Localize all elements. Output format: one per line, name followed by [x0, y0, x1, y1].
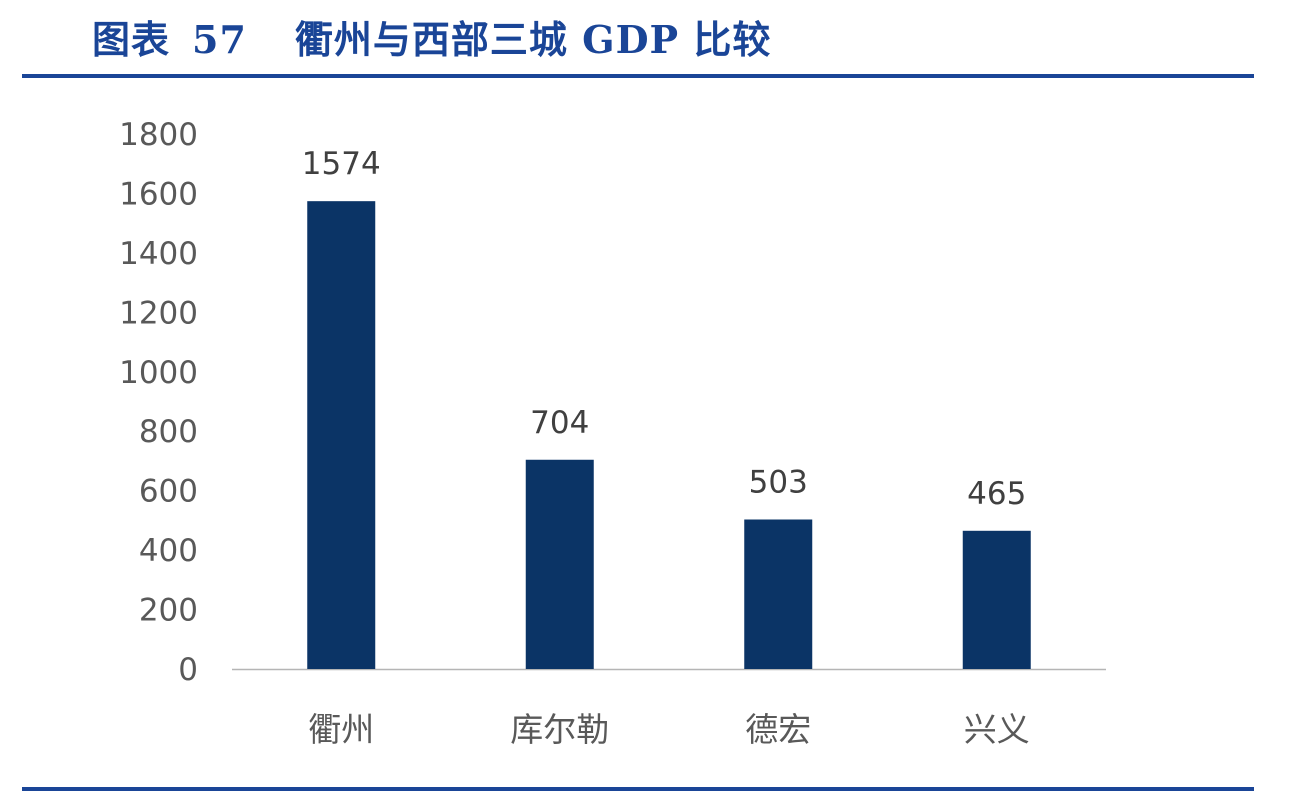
data-label: 465: [967, 476, 1026, 512]
bar: [744, 519, 813, 669]
bar: [525, 459, 594, 669]
figure-title-label: 图表: [92, 17, 171, 62]
x-category-label: 兴义: [964, 710, 1030, 749]
y-tick-label: 1000: [119, 355, 198, 391]
y-tick-label: 1600: [119, 176, 198, 212]
title-divider: [22, 74, 1254, 78]
bottom-divider: [22, 787, 1254, 791]
y-tick-label: 0: [178, 652, 198, 688]
y-tick-label: 1800: [119, 117, 198, 153]
y-tick-label: 600: [139, 474, 198, 510]
x-category-label: 德宏: [745, 710, 811, 749]
figure-title-number: 57: [192, 17, 247, 62]
data-label: 1574: [302, 146, 381, 182]
x-category-label: 衢州: [308, 710, 374, 749]
x-category-label: 库尔勒: [510, 710, 609, 749]
figure-title: 图表 57 衢州与西部三城 GDP 比较: [92, 14, 771, 66]
data-label: 503: [749, 464, 808, 500]
y-tick-label: 200: [139, 593, 198, 629]
bar: [307, 201, 376, 669]
y-tick-label: 1200: [119, 295, 198, 331]
figure-title-text: 衢州与西部三城 GDP 比较: [294, 17, 772, 62]
y-tick-label: 800: [139, 414, 198, 450]
bar: [962, 530, 1031, 669]
y-tick-label: 400: [139, 533, 198, 569]
y-tick-label: 1400: [119, 236, 198, 272]
data-label: 704: [530, 405, 589, 441]
